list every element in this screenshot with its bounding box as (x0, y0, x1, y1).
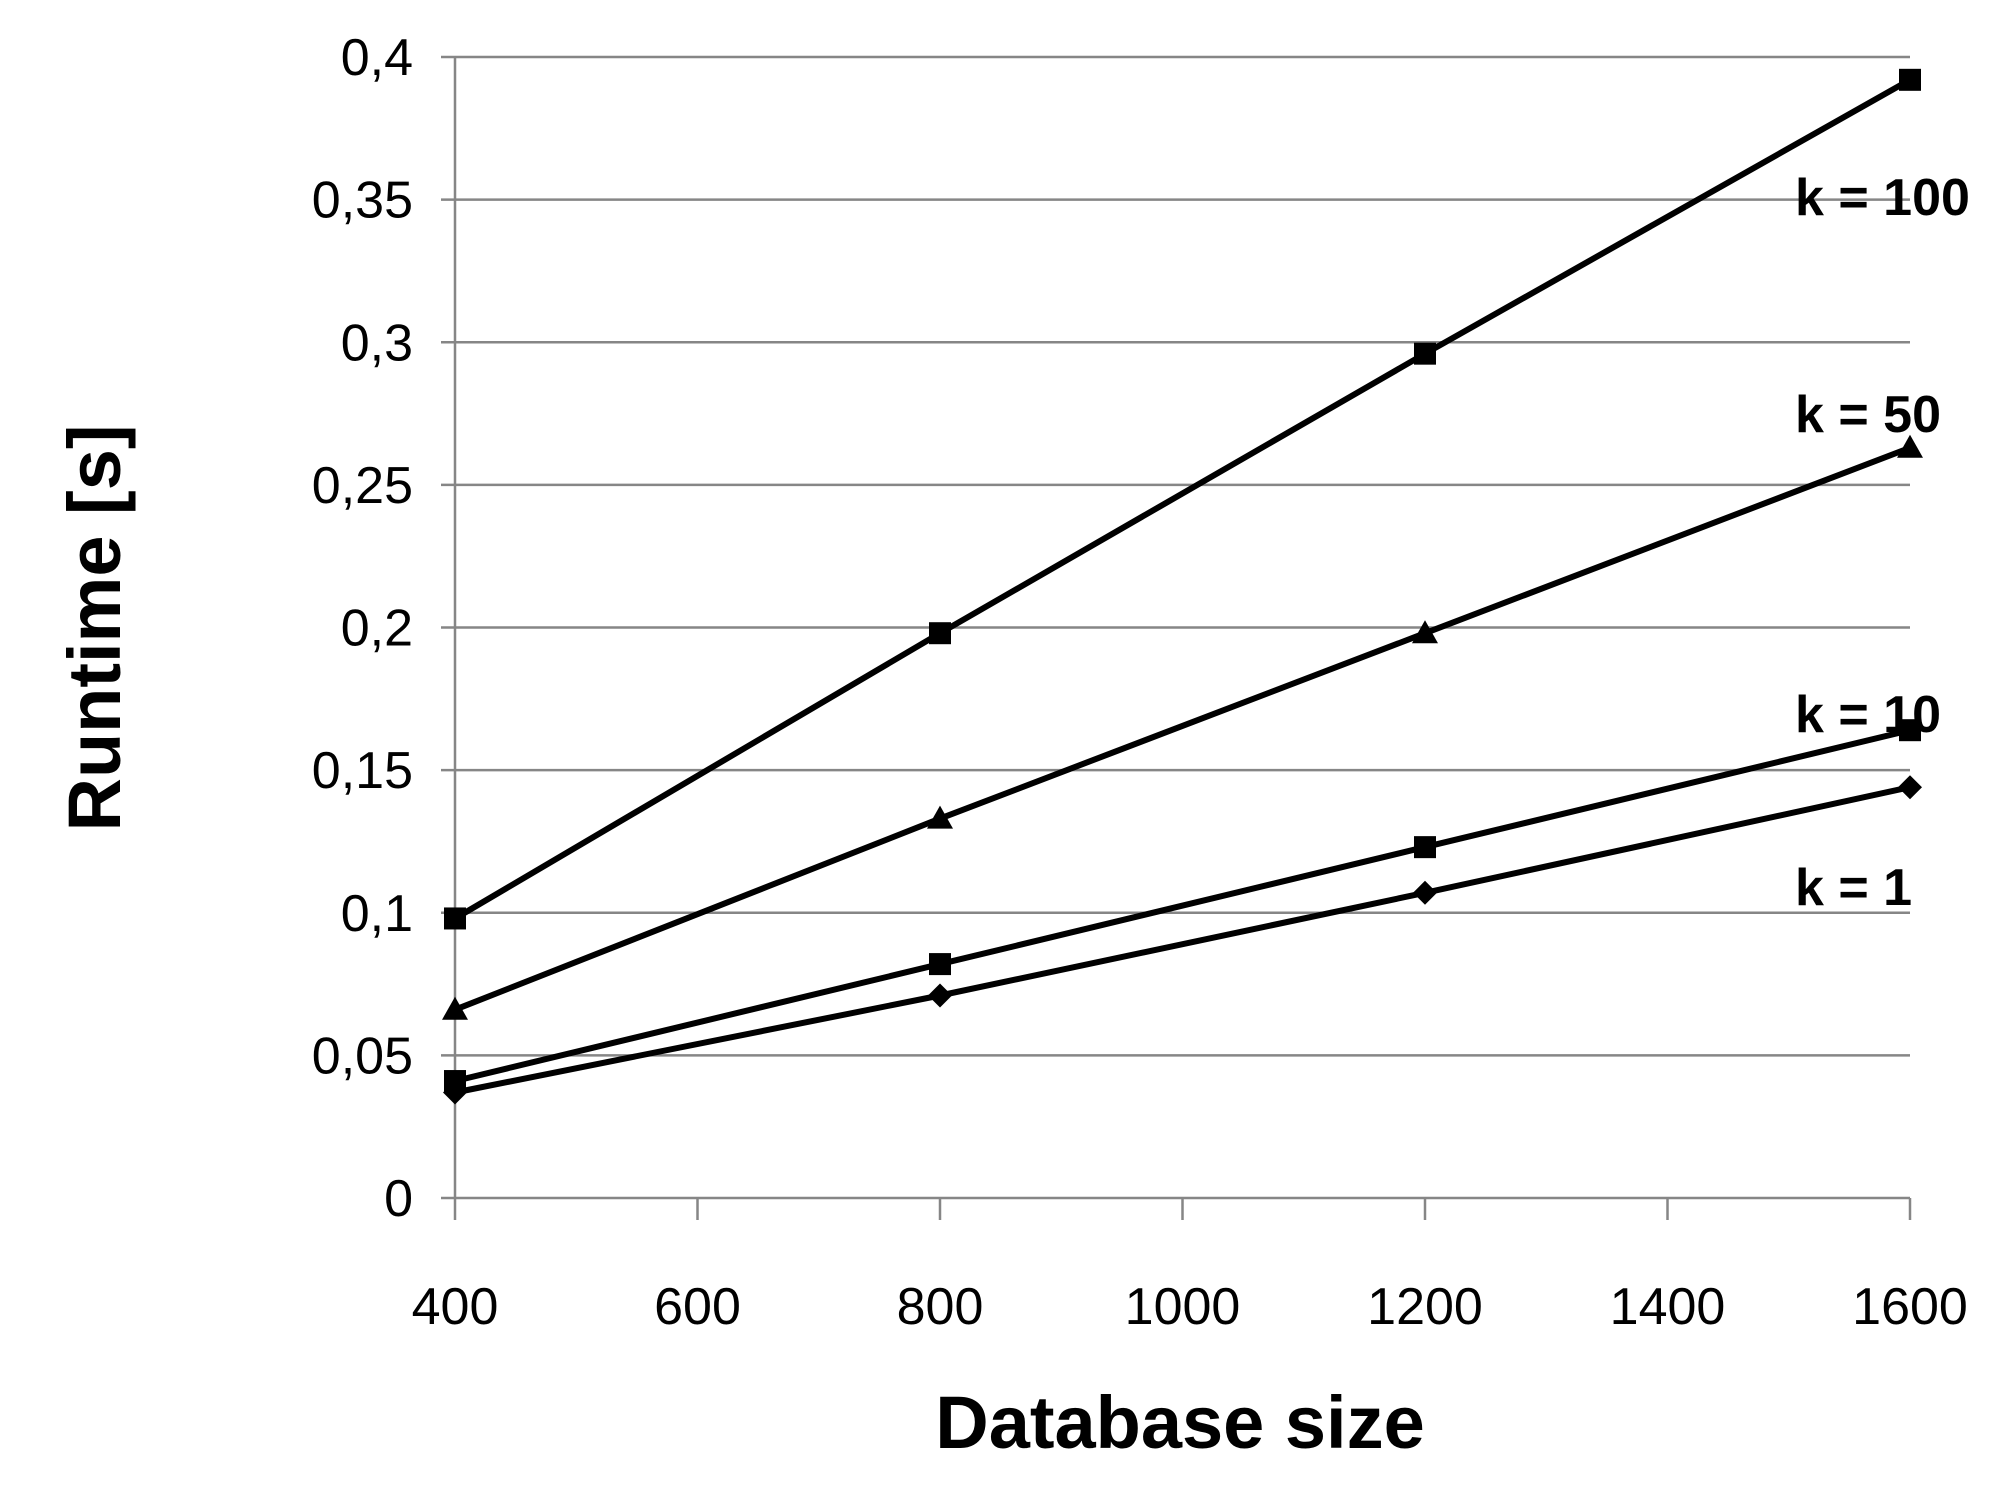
series-label: k = 10 (1795, 686, 1941, 744)
tick-labels: 0 0,05 0,1 0,15 0,2 0,25 0,3 0,35 0,4 400 600 800 10… (312, 29, 1968, 1336)
data-point-triangle (927, 805, 953, 829)
data-point-triangle (442, 996, 468, 1020)
x-tick-label: 800 (897, 1278, 984, 1336)
data-point-diamond (1413, 880, 1437, 905)
data-point-square (444, 907, 466, 930)
data-point-triangle (1412, 620, 1438, 644)
x-tick-label: 1600 (1852, 1278, 1968, 1336)
data-point-square (1414, 836, 1436, 859)
data-point-square (929, 953, 951, 976)
x-tick-label: 600 (654, 1278, 741, 1336)
y-tick-label: 0,3 (341, 314, 413, 372)
data-point-diamond (1898, 775, 1922, 800)
series-line (453, 444, 1912, 1013)
series-label: k = 100 (1795, 169, 1970, 227)
y-tick-label: 0,2 (341, 600, 413, 658)
x-tick-label: 400 (412, 1278, 499, 1336)
y-tick-label: 0,4 (341, 29, 413, 87)
x-tick-label: 1400 (1610, 1278, 1726, 1336)
data-point-square (1899, 68, 1921, 91)
series-label: k = 1 (1795, 859, 1912, 917)
y-tick-label: 0,05 (312, 1027, 413, 1085)
data-point-square (929, 622, 951, 645)
y-tick-label: 0,35 (312, 172, 413, 230)
data-point-square (1899, 719, 1921, 742)
y-axis-title: Runtime [s] (53, 425, 136, 832)
data-point-triangle (1897, 434, 1923, 458)
y-tick-label: 0,1 (341, 885, 413, 943)
x-tick-label: 1000 (1125, 1278, 1241, 1336)
series-lines (453, 77, 1912, 1096)
series-labels: k = 100 k = 50 k = 10 k = 1 (1795, 169, 1970, 917)
data-point-diamond (443, 1080, 467, 1105)
data-point-diamond (928, 983, 952, 1008)
series-line (454, 784, 1911, 1096)
series-label: k = 50 (1795, 386, 1941, 444)
data-markers (442, 68, 1923, 1105)
x-tick-label: 1200 (1367, 1278, 1483, 1336)
y-tick-label: 0,25 (312, 457, 413, 515)
series-line (453, 77, 1912, 922)
x-axis-title: Database size (935, 1381, 1425, 1464)
data-point-square (1414, 342, 1436, 365)
y-tick-label: 0,15 (312, 742, 413, 800)
y-tick-label: 0 (384, 1170, 413, 1228)
axes (441, 55, 1912, 1220)
series-line (454, 727, 1911, 1084)
